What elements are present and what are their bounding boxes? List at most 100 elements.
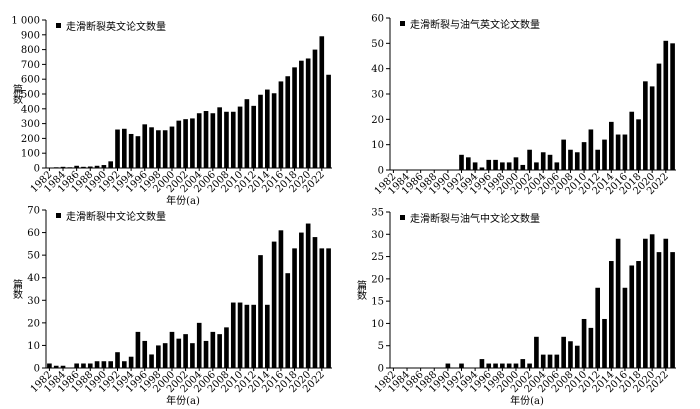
y-tick-label: 1 000 <box>11 16 40 27</box>
bar <box>210 331 216 368</box>
bar <box>190 343 195 368</box>
y-tick-label: 5 <box>378 341 384 352</box>
bar <box>271 241 277 368</box>
bar <box>649 86 655 170</box>
bar <box>87 363 93 368</box>
bar <box>81 166 86 168</box>
bar <box>264 89 270 168</box>
y-axis-label: 篇数 <box>11 278 23 300</box>
bar <box>121 361 127 368</box>
y-tick-label: 30 <box>27 296 40 307</box>
bar <box>292 248 297 368</box>
y-tick-label: 200 <box>21 134 40 145</box>
y-tick-label: 50 <box>371 39 384 50</box>
bar <box>547 354 553 368</box>
bar <box>663 40 669 170</box>
y-tick-label: 900 <box>21 30 40 41</box>
bar <box>493 159 498 170</box>
bar <box>656 63 662 170</box>
bar <box>258 255 263 368</box>
bar <box>237 302 243 368</box>
bar <box>251 105 257 168</box>
bar <box>554 354 560 368</box>
bar <box>500 363 505 368</box>
bar <box>568 341 573 368</box>
y-tick-label: 500 <box>21 90 40 101</box>
bar <box>500 162 505 170</box>
y-tick-label: 50 <box>27 251 40 262</box>
y-tick-label: 10 <box>371 319 384 330</box>
bar <box>602 318 607 368</box>
bar <box>244 304 250 368</box>
bar <box>135 136 141 168</box>
bar <box>108 161 114 168</box>
bar <box>472 162 478 170</box>
legend-swatch <box>400 21 405 26</box>
bar <box>568 149 573 170</box>
bar <box>513 363 519 368</box>
bar <box>581 318 587 368</box>
bar <box>326 248 331 368</box>
bar <box>445 363 451 368</box>
bar <box>305 58 311 169</box>
bar <box>636 261 641 368</box>
bar <box>53 167 59 168</box>
bar <box>224 111 229 168</box>
bar <box>162 343 168 368</box>
bar <box>115 352 120 368</box>
bar <box>319 248 325 368</box>
bar <box>94 165 100 168</box>
x-axis-label: 年份(a) <box>510 394 544 407</box>
bar <box>156 345 161 368</box>
bar <box>169 126 175 168</box>
x-axis-label: 年份(a) <box>166 194 200 207</box>
bar <box>292 67 297 168</box>
bar <box>574 152 580 170</box>
bar <box>203 340 209 368</box>
bar <box>643 81 648 170</box>
bar <box>479 167 485 170</box>
y-tick-label: 20 <box>27 318 40 329</box>
bar <box>162 130 168 168</box>
bar <box>520 164 526 170</box>
bar <box>149 354 154 368</box>
bar <box>326 74 331 168</box>
bar <box>196 322 202 368</box>
bar <box>217 334 222 368</box>
bar <box>629 265 635 368</box>
bar <box>319 36 325 168</box>
bar <box>527 149 532 170</box>
bar <box>176 338 182 368</box>
y-axis-label: 篇数 <box>355 279 367 301</box>
bar <box>101 361 107 368</box>
bar <box>554 162 560 170</box>
bar <box>615 134 621 170</box>
bar <box>649 234 655 368</box>
legend-swatch <box>56 23 61 28</box>
legend-label: 走滑断裂与油气英文论文数量 <box>410 18 540 31</box>
bar <box>547 154 553 170</box>
bar <box>121 128 127 168</box>
legend-label: 走滑断裂与油气中文论文数量 <box>410 212 540 225</box>
bar <box>622 287 628 368</box>
y-tick-label: 15 <box>371 297 384 308</box>
y-tick-label: 60 <box>27 228 40 239</box>
y-tick-label: 40 <box>27 273 40 284</box>
bar <box>595 149 601 170</box>
bar <box>142 124 148 168</box>
bar <box>534 336 539 368</box>
bar <box>115 129 120 168</box>
bar <box>108 361 114 368</box>
bar <box>74 363 79 368</box>
legend-label: 走滑断裂中文论文数量 <box>66 210 166 223</box>
bar <box>230 302 236 368</box>
legend-label: 走滑断裂英文论文数量 <box>66 20 166 33</box>
y-tick-label: 300 <box>21 119 40 130</box>
bar <box>527 363 532 368</box>
bar <box>540 152 546 170</box>
bar <box>312 49 318 168</box>
bar <box>608 261 614 368</box>
y-tick-label: 35 <box>371 208 384 219</box>
bar <box>602 139 607 170</box>
